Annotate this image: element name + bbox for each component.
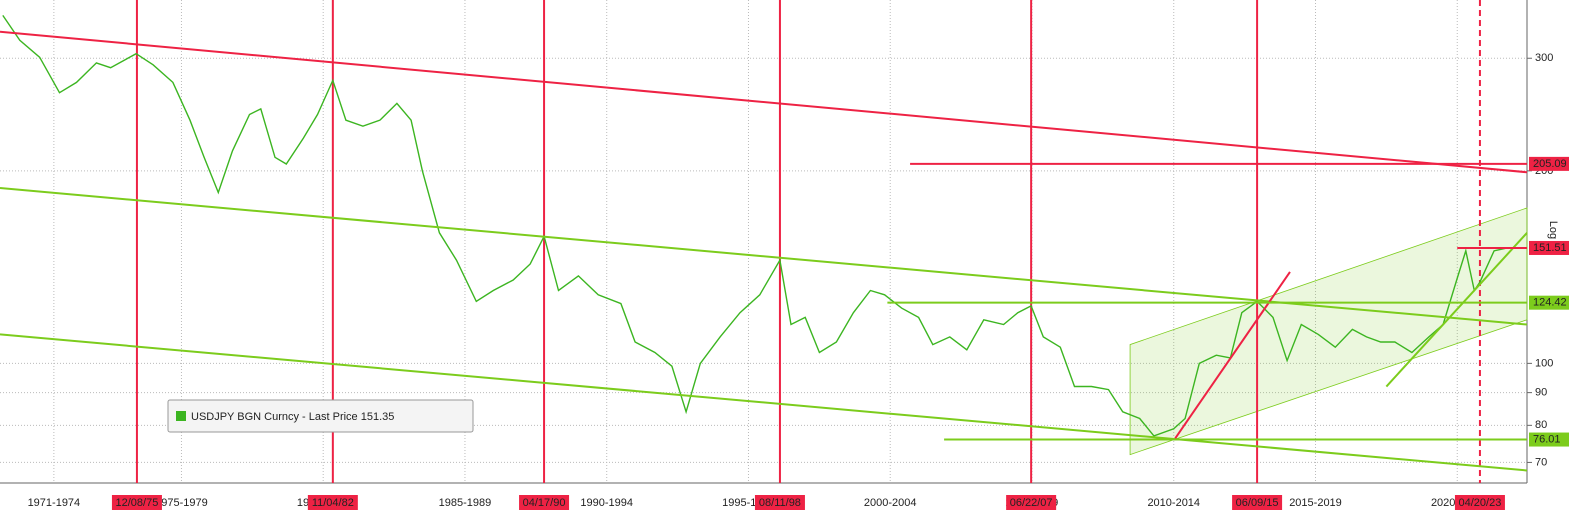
channel xyxy=(1129,207,1528,456)
level-label-box xyxy=(1529,240,1569,255)
x-tick-label: 2015-2019 xyxy=(1289,497,1342,509)
x-tick-label: 2000-2004 xyxy=(864,497,917,509)
level-label: 205.09 xyxy=(1533,158,1567,170)
event-flag xyxy=(1232,495,1283,510)
level-label-box xyxy=(1529,156,1569,171)
event-label: 06/22/07 xyxy=(1010,497,1053,509)
event-flag xyxy=(519,495,570,510)
trendline xyxy=(1385,232,1528,388)
event-label: 04/20/23 xyxy=(1459,497,1502,509)
event-label: 06/09/15 xyxy=(1236,497,1279,509)
level-label: 124.42 xyxy=(1533,297,1567,309)
level-label-box xyxy=(1529,432,1569,447)
event-flag xyxy=(1454,495,1505,510)
legend-box xyxy=(167,399,474,433)
event-label: 08/11/98 xyxy=(759,497,801,509)
event-flag xyxy=(307,495,358,510)
legend-swatch xyxy=(176,411,186,421)
event-flag xyxy=(754,495,805,510)
y-tick-label: 80 xyxy=(1535,419,1547,431)
event-label: 04/17/90 xyxy=(523,497,566,509)
x-tick-label: 1990-1994 xyxy=(580,497,633,509)
event-label: 12/08/75 xyxy=(116,497,159,509)
scale-label: Log xyxy=(1547,221,1559,239)
level-label: 151.51 xyxy=(1533,242,1567,254)
trendline xyxy=(1174,271,1291,440)
event-label: 11/04/82 xyxy=(312,497,354,509)
y-tick-label: 90 xyxy=(1535,387,1547,399)
trendline xyxy=(0,30,1528,174)
event-flag xyxy=(1006,495,1057,510)
legend-label: USDJPY BGN Curncy - Last Price 151.35 xyxy=(191,411,394,423)
trendline xyxy=(0,333,1528,472)
x-tick-label: 1985-1989 xyxy=(439,497,492,509)
x-tick-label: 2010-2014 xyxy=(1147,497,1200,509)
price-line xyxy=(2,15,1506,437)
y-tick-label: 300 xyxy=(1535,52,1553,64)
level-label: 76.01 xyxy=(1533,433,1561,445)
y-tick-label: 70 xyxy=(1535,456,1547,468)
level-label-box xyxy=(1529,295,1569,310)
x-tick-label: 1971-1974 xyxy=(28,497,81,509)
y-tick-label: 100 xyxy=(1535,357,1553,369)
x-tick-label: 1975-1979 xyxy=(155,497,208,509)
event-flag xyxy=(111,495,162,510)
